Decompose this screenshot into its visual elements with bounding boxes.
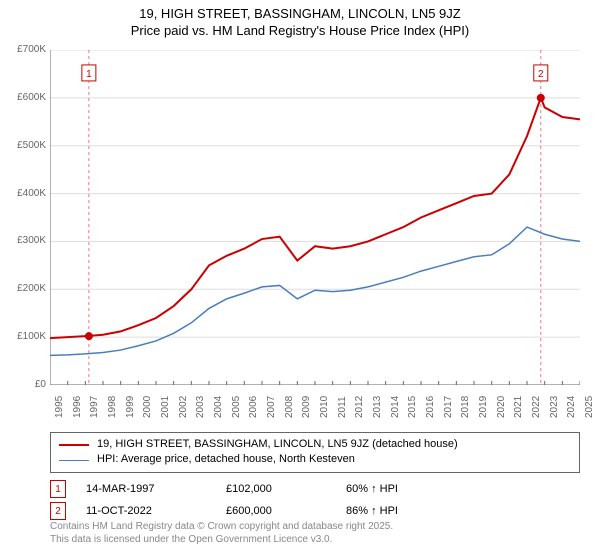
x-tick-label: 2021 [513, 396, 524, 418]
x-tick-label: 2008 [284, 396, 295, 418]
x-tick-label: 2014 [390, 396, 401, 418]
legend-box: 19, HIGH STREET, BASSINGHAM, LINCOLN, LN… [50, 432, 580, 473]
legend-entry: HPI: Average price, detached house, Nort… [59, 452, 571, 467]
x-tick-label: 2018 [460, 396, 471, 418]
event-row: 1 14-MAR-1997 £102,000 60% ↑ HPI [50, 480, 580, 498]
event-delta: 86% ↑ HPI [346, 505, 466, 517]
x-tick-label: 2022 [531, 396, 542, 418]
event-date: 11-OCT-2022 [86, 505, 206, 517]
x-tick-label: 2015 [407, 396, 418, 418]
x-tick-label: 2011 [337, 396, 348, 418]
events-table: 1 14-MAR-1997 £102,000 60% ↑ HPI 2 11-OCT-202… [50, 476, 580, 524]
legend-swatch [59, 460, 89, 461]
y-tick-label: £200K [4, 283, 46, 294]
event-date: 14-MAR-1997 [86, 483, 206, 495]
x-tick-label: 2013 [372, 396, 383, 418]
y-tick-label: £0 [4, 379, 46, 390]
y-tick-label: £100K [4, 331, 46, 342]
chart-plot-area: 12 [50, 50, 580, 385]
x-tick-label: 1997 [89, 396, 100, 418]
x-tick-label: 2002 [178, 396, 189, 418]
x-tick-label: 2020 [496, 396, 507, 418]
x-axis-labels: 1995 1996 1997 1998 1999 2000 2001 2002 2003 2004… [50, 388, 580, 428]
event-row: 2 11-OCT-2022 £600,000 86% ↑ HPI [50, 502, 580, 520]
x-tick-label: 1998 [107, 396, 118, 418]
x-tick-label: 2024 [566, 396, 577, 418]
title-line2: Price paid vs. HM Land Registry's House … [0, 23, 600, 38]
x-tick-label: 2003 [195, 396, 206, 418]
x-tick-label: 2009 [301, 396, 312, 418]
y-tick-label: £500K [4, 140, 46, 151]
y-tick-label: £400K [4, 188, 46, 199]
y-tick-label: £600K [4, 92, 46, 103]
x-tick-label: 2025 [584, 396, 595, 418]
footer-line2: This data is licensed under the Open Gov… [50, 533, 580, 546]
event-price: £102,000 [226, 483, 326, 495]
event-price: £600,000 [226, 505, 326, 517]
svg-text:2: 2 [538, 69, 544, 80]
x-tick-label: 2004 [213, 396, 224, 418]
event-badge: 1 [50, 480, 66, 498]
x-tick-label: 1995 [54, 396, 65, 418]
legend-label: HPI: Average price, detached house, Nort… [97, 452, 355, 467]
x-tick-label: 2000 [142, 396, 153, 418]
legend-swatch [59, 444, 89, 446]
legend-label: 19, HIGH STREET, BASSINGHAM, LINCOLN, LN… [97, 437, 458, 452]
y-tick-label: £700K [4, 44, 46, 55]
x-tick-label: 2023 [549, 396, 560, 418]
legend-entry: 19, HIGH STREET, BASSINGHAM, LINCOLN, LN… [59, 437, 571, 452]
y-tick-label: £300K [4, 235, 46, 246]
footer-attribution: Contains HM Land Registry data © Crown c… [50, 520, 580, 546]
svg-text:1: 1 [86, 69, 92, 80]
footer-line1: Contains HM Land Registry data © Crown c… [50, 520, 580, 533]
x-tick-label: 2017 [443, 396, 454, 418]
x-tick-label: 2010 [319, 396, 330, 418]
x-tick-label: 2016 [425, 396, 436, 418]
title-line1: 19, HIGH STREET, BASSINGHAM, LINCOLN, LN… [0, 6, 600, 21]
x-tick-label: 2019 [478, 396, 489, 418]
chart-container: 19, HIGH STREET, BASSINGHAM, LINCOLN, LN… [0, 0, 600, 560]
title-block: 19, HIGH STREET, BASSINGHAM, LINCOLN, LN… [0, 0, 600, 38]
x-tick-label: 2007 [266, 396, 277, 418]
event-badge: 2 [50, 502, 66, 520]
x-tick-label: 2012 [354, 396, 365, 418]
x-tick-label: 2001 [160, 396, 171, 418]
x-tick-label: 2005 [231, 396, 242, 418]
x-tick-label: 1999 [125, 396, 136, 418]
x-tick-label: 1996 [72, 396, 83, 418]
x-tick-label: 2006 [248, 396, 259, 418]
chart-svg: 12 [50, 50, 580, 385]
event-delta: 60% ↑ HPI [346, 483, 466, 495]
